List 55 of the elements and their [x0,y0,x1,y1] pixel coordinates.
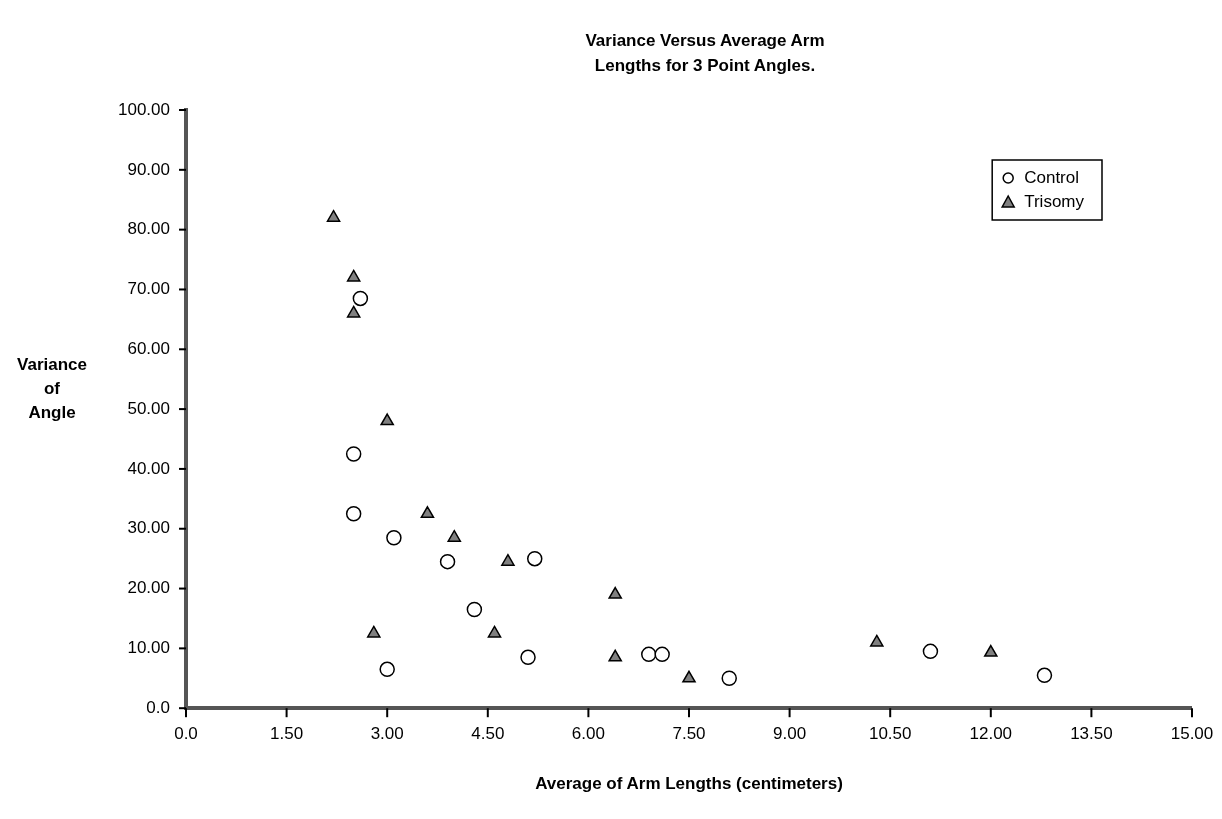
y-tick-label: 80.00 [127,219,170,239]
y-tick-label: 0.0 [146,697,170,717]
point [346,269,361,282]
point [922,643,939,660]
y-tick-label: 40.00 [127,458,170,478]
point [386,529,402,546]
point [326,209,341,222]
x-axis-title: Average of Arm Lengths (centimeters) [535,774,843,794]
point [346,305,361,318]
point [466,601,483,618]
point [983,644,998,657]
point [420,506,435,519]
y-tick-label: 20.00 [127,578,170,598]
y-tick-label: 100.00 [118,99,170,119]
legend-label: Control [1024,167,1080,187]
y-tick-label: 60.00 [127,338,170,358]
point [487,625,502,638]
x-tick-label: 15.00 [1170,724,1214,744]
point [608,586,623,599]
point [682,670,696,683]
point [520,649,536,666]
point [345,506,362,522]
y-tick-label: 90.00 [127,159,170,179]
point [345,446,362,462]
point [439,553,456,570]
y-axis-title: Variance of Angle [17,354,87,422]
point [366,625,381,638]
y-tick-label: 50.00 [127,398,170,418]
point [379,661,395,678]
point [526,550,543,567]
point [654,646,670,663]
point [641,646,657,663]
x-tick-label: 9.00 [773,724,807,744]
point [608,649,623,662]
x-tick-label: 3.00 [370,724,404,744]
chart-title: Variance Versus Average Arm Lengths for 3 Point Angles. [584,30,826,77]
x-tick-label: 7.50 [672,724,706,744]
point [380,413,395,426]
point [352,290,369,307]
x-tick-label: 1.50 [270,724,304,744]
x-tick-label: 13.50 [1070,724,1113,744]
x-tick-label: 12.00 [969,724,1013,744]
x-tick-label: 10.50 [868,724,912,744]
point [447,529,462,542]
x-tick-label: 6.00 [571,724,605,744]
x-tick-label: 4.50 [471,724,505,744]
y-tick-label: 10.00 [127,638,170,658]
y-tick-label: 70.00 [127,279,170,299]
point [501,553,515,566]
point [721,670,737,687]
x-tick-label: 0.0 [174,724,198,744]
point [869,634,884,647]
y-tick-label: 30.00 [127,518,170,538]
point [1036,667,1053,684]
legend-label: Trisomy [1024,191,1085,211]
